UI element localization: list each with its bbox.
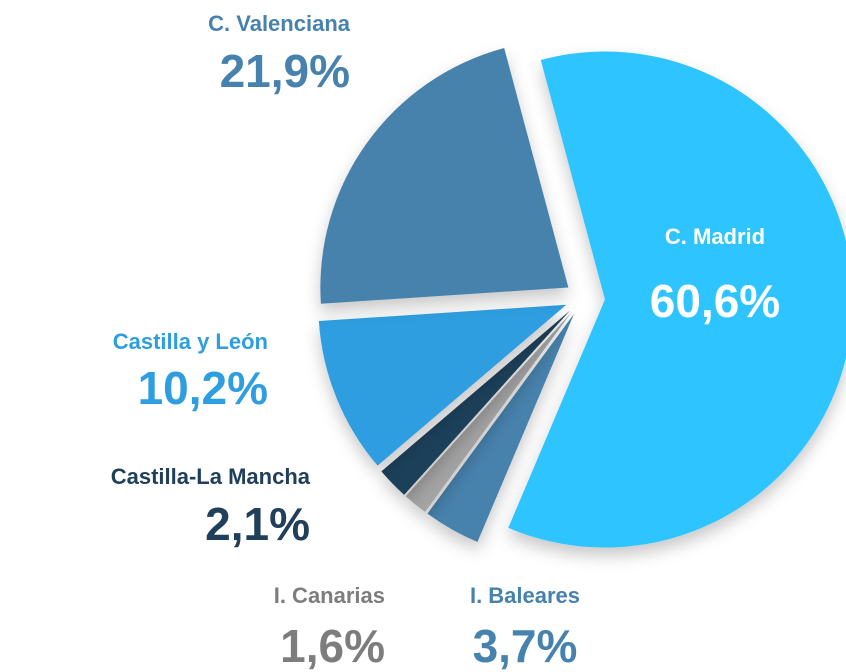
value-label: 1,6% — [280, 620, 385, 672]
value-label: 3,7% — [473, 620, 578, 672]
value-label: 60,6% — [650, 275, 780, 327]
pie-slice — [405, 311, 572, 512]
pie-slice — [320, 47, 569, 304]
slice-label: I. Canarias — [274, 583, 385, 608]
slice-label: Castilla-La Mancha — [111, 464, 311, 489]
value-label: 2,1% — [205, 498, 310, 550]
slice-label: Castilla y León — [113, 329, 268, 354]
slice-label: I. Baleares — [470, 583, 580, 608]
pie-slice — [381, 310, 571, 495]
slice-label: C. Madrid — [665, 224, 765, 249]
pie-slice — [318, 304, 567, 466]
value-label: 21,9% — [220, 45, 350, 97]
value-label: 10,2% — [138, 362, 268, 414]
pie-slice — [508, 51, 846, 548]
pie-slice — [427, 313, 575, 543]
slice-label: C. Valenciana — [208, 11, 351, 36]
